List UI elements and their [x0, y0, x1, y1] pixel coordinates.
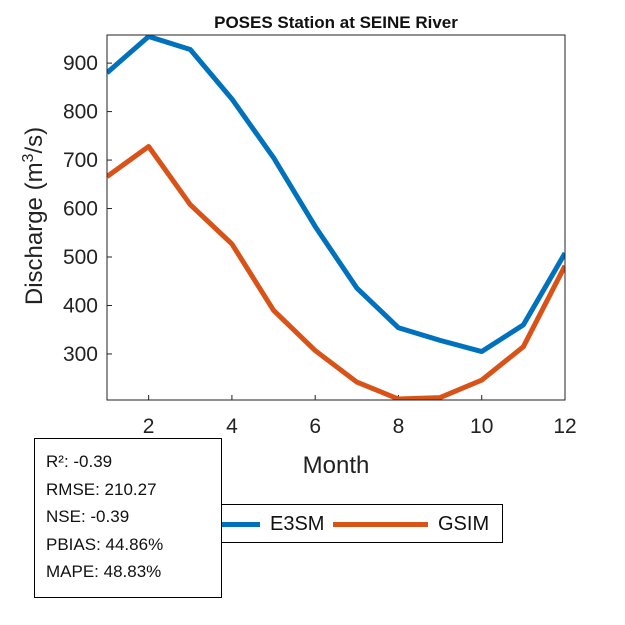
y-tick-label: 600	[63, 198, 98, 221]
chart-title: POSES Station at SEINE River	[214, 13, 458, 32]
y-tick-label: 900	[63, 52, 98, 75]
x-tick-label: 4	[226, 415, 238, 438]
x-tick-label: 8	[393, 415, 405, 438]
stat-mape: MAPE: 48.83%	[46, 562, 162, 581]
legend-entry-e3sm: E3SM	[222, 505, 324, 544]
series-line-gsim	[107, 143, 565, 400]
legend: E3SM GSIM	[222, 504, 503, 543]
y-tick-label: 300	[63, 343, 98, 366]
legend-label-gsim: GSIM	[438, 513, 490, 535]
y-tick-label: 700	[63, 149, 98, 172]
y-axis-label-main: Discharge (m	[21, 162, 48, 305]
x-axis-label: Month	[303, 452, 370, 479]
series-line-e3sm	[107, 35, 565, 355]
x-tick-label: 10	[470, 415, 493, 438]
x-tick-label: 6	[309, 415, 321, 438]
y-tick-label: 400	[63, 294, 98, 317]
x-tick-label: 2	[143, 415, 155, 438]
y-tick-label: 800	[63, 101, 98, 124]
stat-pbias: PBIAS: 44.86%	[46, 534, 164, 554]
legend-swatch-e3sm	[222, 522, 260, 527]
stat-rmse: RMSE: 210.27	[46, 479, 157, 499]
stat-r2: R²: -0.39	[46, 452, 113, 471]
statistics-box: R²: -0.39 RMSE: 210.27 NSE: -0.39 PBIAS:…	[34, 438, 222, 598]
legend-label-e3sm: E3SM	[270, 513, 325, 535]
y-tick-label: 500	[63, 246, 98, 269]
y-axis-label: Discharge (m3/s)	[20, 127, 48, 305]
legend-entry-gsim: GSIM	[333, 505, 489, 544]
legend-swatch-gsim	[333, 522, 428, 527]
plot-area-frame	[106, 34, 566, 401]
stat-nse: NSE: -0.39	[46, 507, 130, 526]
y-axis-label-tail: /s)	[21, 127, 48, 154]
x-tick-label: 12	[553, 415, 576, 438]
y-axis-label-superscript: 3	[20, 153, 37, 162]
